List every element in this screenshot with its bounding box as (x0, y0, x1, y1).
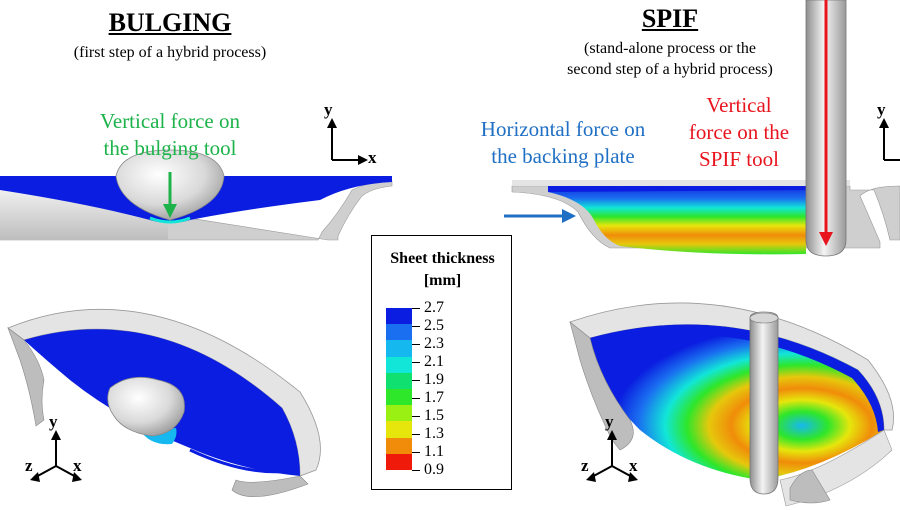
axis-y-label-top-right: y (877, 100, 886, 119)
legend-tick-mark (412, 380, 420, 381)
vertical-force-arrow-red (819, 0, 833, 246)
legend-tick-label: 1.3 (424, 425, 444, 442)
vertical-force-arrow-green (163, 172, 177, 218)
axis-y-label-bottom-left: y (49, 412, 58, 431)
spif-section-view (511, 0, 900, 257)
legend-tick-label: 1.9 (424, 371, 444, 388)
horizontal-force-arrow-blue (504, 209, 576, 223)
axis-triad-xy-left (327, 118, 368, 165)
bulging-force-label-line1: Vertical force on (100, 109, 240, 133)
legend-color-swatch (386, 453, 412, 471)
axis-y-label-top-left: y (324, 100, 333, 119)
spif-vertical-force-label: Vertical force on the SPIF tool (676, 92, 802, 173)
legend-tick-mark (412, 344, 420, 345)
legend-tick-mark (412, 452, 420, 453)
spif-vertical-force-label-line2: force on the (688, 120, 790, 144)
legend-tick-mark (412, 362, 420, 363)
legend-tick-label: 1.5 (424, 407, 444, 424)
axis-triad-xy-right (879, 118, 900, 161)
spif-3d-view (569, 302, 894, 507)
spif-subtitle: (stand-alone process or the second step … (530, 38, 810, 80)
legend-tick-label: 2.3 (424, 335, 444, 352)
axis-x-label-bottom-right: x (629, 456, 638, 475)
bulging-subtitle: (first step of a hybrid process) (73, 44, 267, 61)
legend-color-swatch (386, 340, 412, 358)
legend-tick-mark (412, 326, 420, 327)
legend-color-swatch (386, 308, 412, 325)
legend-color-swatch (386, 437, 412, 455)
bulging-force-label: Vertical force on the bulging tool (70, 108, 270, 162)
legend-tick-mark (412, 308, 420, 309)
legend-color-swatch (386, 372, 412, 390)
spif-vertical-force-label-line1: Vertical (706, 93, 772, 117)
spif-title: SPIF (641, 4, 699, 33)
legend-title: Sheet thickness (390, 250, 495, 267)
legend-tick-label: 2.7 (424, 299, 444, 316)
axis-y-label-bottom-right: y (605, 412, 614, 431)
legend-tick-label: 1.7 (424, 389, 444, 406)
legend-unit: [mm] (423, 272, 462, 289)
legend-tick-mark (412, 416, 420, 417)
legend-tick-label: 1.1 (424, 443, 444, 460)
axis-triad-xyz-left (30, 430, 82, 482)
legend-tick-mark (412, 470, 420, 471)
axis-x-label-bottom-left: x (73, 456, 82, 475)
horizontal-force-label-line2: the backing plate (491, 144, 635, 168)
legend-color-swatch (386, 405, 412, 422)
spif-vertical-force-label-line3: SPIF tool (699, 147, 779, 171)
bulging-3d-view (7, 308, 321, 498)
spif-subtitle-line2: second step of a hybrid process) (567, 61, 773, 78)
axis-x-label-top-left: x (368, 148, 377, 167)
legend-color-swatch (386, 421, 412, 439)
spif-sheet (548, 186, 806, 255)
legend-ticks: 2.7 2.5 2.3 2.1 1.9 1.7 1.5 1.3 1.1 0.9 (372, 236, 513, 491)
thickness-legend: Sheet thickness [mm] 2.7 2.5 2.3 2.1 1.9 1.7 1… (371, 235, 512, 490)
legend-color-swatch (386, 389, 412, 406)
bulging-title: BULGING (108, 8, 232, 37)
bulging-section-view (0, 149, 393, 241)
axis-z-label-bottom-right: z (581, 456, 589, 475)
spif-subtitle-line1: (stand-alone process or the (584, 40, 756, 57)
legend-color-swatch (386, 356, 412, 374)
axis-z-label-bottom-left: z (25, 456, 33, 475)
legend-tick-label: 2.1 (424, 353, 444, 370)
horizontal-force-label: Horizontal force on the backing plate (460, 116, 666, 170)
legend-tick-label: 2.5 (424, 317, 444, 334)
legend-tick-label: 0.9 (424, 461, 444, 478)
horizontal-force-label-line1: Horizontal force on (480, 117, 646, 141)
legend-tick-mark (412, 434, 420, 435)
legend-color-swatch (386, 324, 412, 341)
bulging-force-label-line2: the bulging tool (103, 136, 237, 160)
legend-tick-mark (412, 398, 420, 399)
legend-color-bar (386, 308, 412, 471)
axis-triad-xyz-right (586, 430, 638, 482)
